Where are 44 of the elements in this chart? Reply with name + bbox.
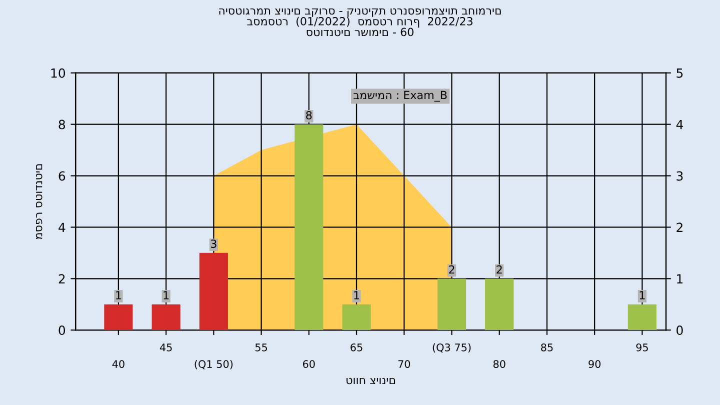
y-tick-label: 10	[51, 68, 66, 78]
data-label: 2	[496, 265, 502, 274]
x-tick-label: (Q3 75)	[432, 343, 471, 353]
bar	[342, 304, 371, 330]
x-tick-label: 85	[541, 343, 553, 352]
x-tick-label: 90	[588, 360, 601, 368]
y-tick-label: 4	[58, 222, 66, 232]
y-axis-title: מספר סטודנטים	[36, 164, 42, 240]
y-tick-label: 2	[58, 274, 65, 284]
data-label: 1	[116, 291, 121, 300]
x-tick-label: (Q1 50)	[194, 360, 233, 370]
x-tick-label: 65	[350, 343, 362, 352]
y2-tick-label: 2	[676, 222, 682, 232]
y-tick-label: 6	[58, 171, 66, 181]
x-tick-label: 60	[303, 360, 315, 368]
bar	[437, 278, 466, 330]
annotation: במשימה : Exam_B	[354, 90, 447, 102]
x-tick-label: 70	[398, 360, 410, 368]
y2-tick-label: 1	[677, 274, 683, 284]
y2-tick-label: 3	[676, 171, 683, 181]
x-tick-label: 45	[160, 344, 172, 352]
x-tick-label: 40	[112, 360, 124, 368]
data-label: 1	[164, 291, 169, 300]
data-label: 8	[306, 111, 312, 120]
x-tick-label: 55	[255, 344, 268, 352]
y2-tick-label: 4	[676, 120, 683, 130]
x-tick-label: 95	[636, 343, 648, 352]
x-axis-title: טווח ציונים	[346, 378, 396, 384]
bar	[485, 278, 514, 330]
y-tick-label: 8	[58, 120, 66, 130]
chart-title: היסטוגרמת ציונים בקורס - קינטיקת טרנספורמציות בחומרים בסמסטר (01/2022) סמסטר חורף 2022/23 סטודנטים רשומים - 60	[219, 8, 501, 36]
x-tick-label: 80	[493, 360, 506, 368]
data-label: 3	[210, 240, 216, 248]
bar	[294, 124, 324, 330]
data-label: 1	[640, 291, 645, 300]
y-tick-label: 0	[58, 326, 66, 335]
bar	[199, 252, 228, 330]
y2-tick-label: 0	[676, 326, 683, 335]
y2-tick-label: 5	[676, 68, 683, 78]
data-label: 1	[354, 291, 360, 300]
bar	[152, 304, 180, 330]
data-label: 2	[449, 265, 454, 274]
bar	[628, 304, 656, 330]
bar	[104, 304, 133, 330]
